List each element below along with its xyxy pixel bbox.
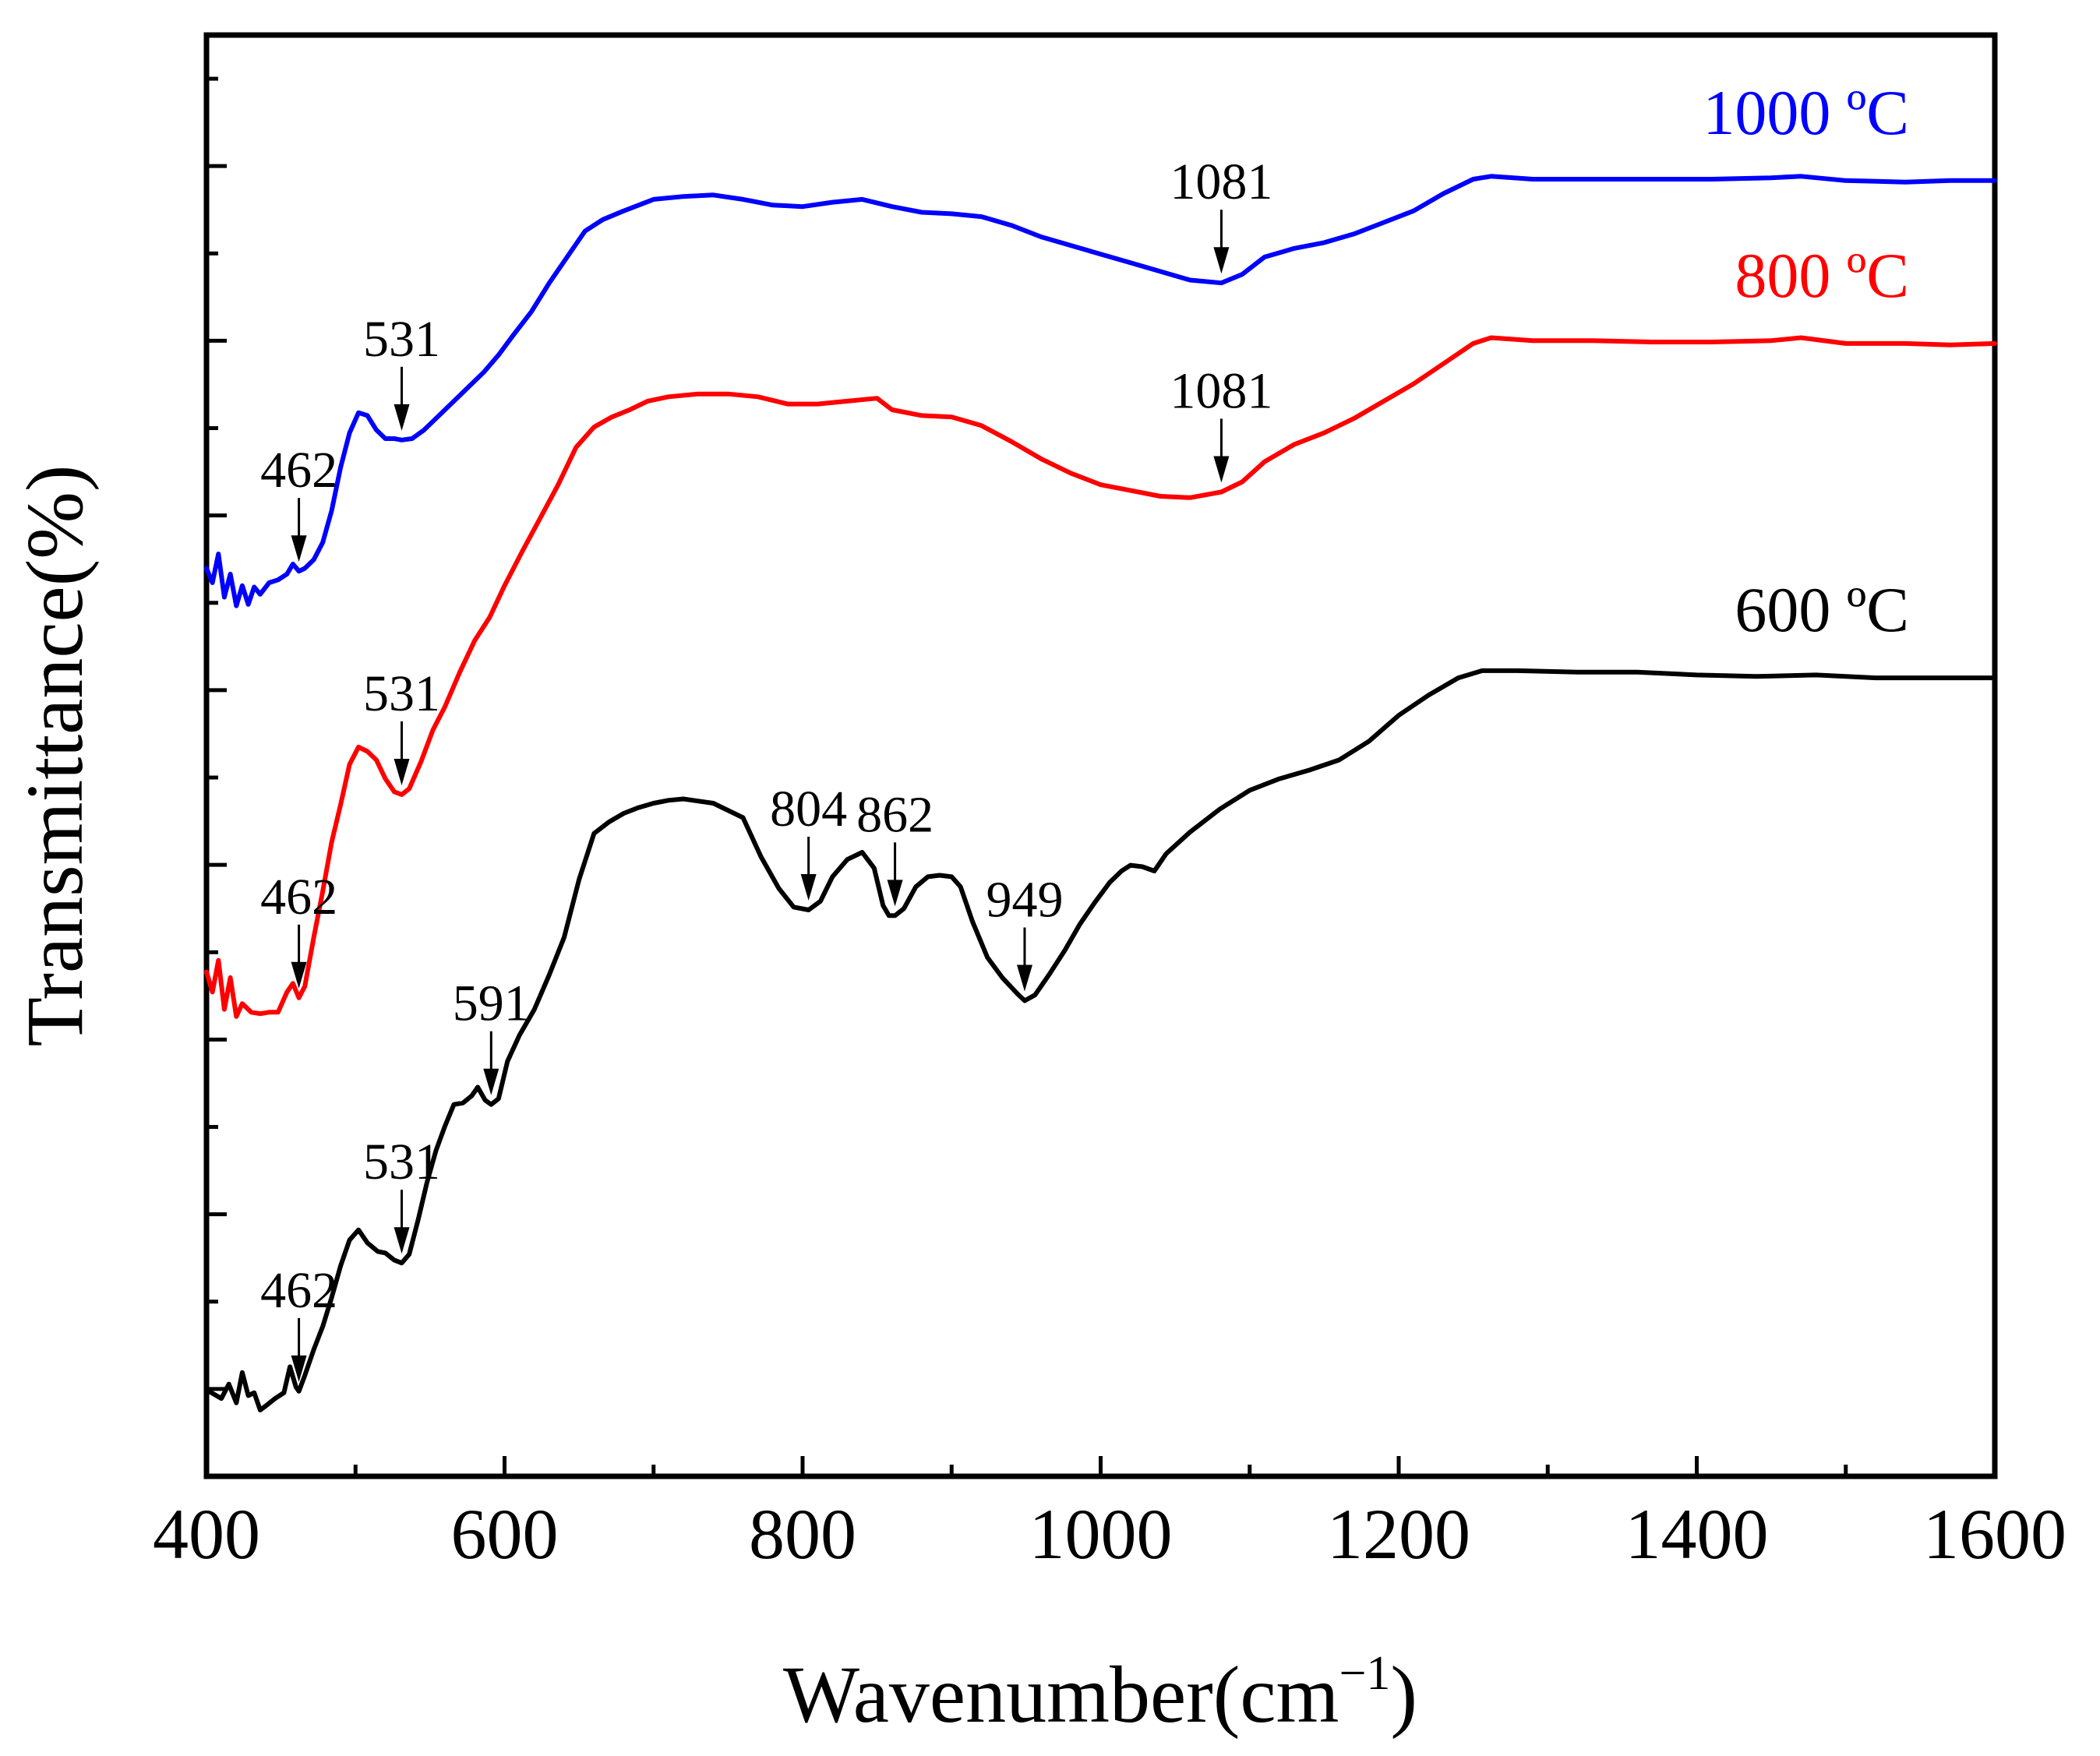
plot-area [203,32,1998,1479]
peak-label: 531 [363,311,440,368]
series-line-1 [204,335,1997,1019]
x-axis-title-close: ) [1390,1650,1417,1740]
annotation-arrow-head [291,1355,307,1382]
peak-label: 862 [856,786,934,843]
x-axis-tick-labels: 400 600 800 1000 1200 1400 1600 [153,1494,2066,1574]
x-axis-title-superscript: −1 [1339,1647,1390,1700]
peak-label: 1081 [1170,362,1272,419]
x-tick-label: 1400 [1625,1494,1769,1574]
y-axis-ticks [206,76,227,1479]
annotation-arrow-head [800,873,817,901]
peak-label: 462 [260,442,337,499]
peak-label: 531 [363,1134,440,1190]
series-labels: 600 ºC 800 ºC 1000 ºC [1703,77,1909,645]
series-lines [204,174,1997,1412]
peak-label: 804 [770,781,847,837]
x-axis-title-text: Wavenumber(cm [783,1650,1339,1740]
peak-label: 1081 [1170,153,1272,210]
x-tick-label: 600 [451,1494,559,1574]
x-tick-label: 400 [153,1494,260,1574]
annotation-arrow-head [1213,456,1230,483]
peak-label: 949 [986,872,1063,929]
annotation-arrow-head [394,404,410,431]
series-label-0: 600 ºC [1735,574,1909,645]
series-line-2 [204,174,1997,608]
peak-label: 462 [260,869,337,926]
peak-label: 531 [363,665,440,722]
annotation-arrow-head [483,1068,499,1095]
annotation-arrow-head [394,758,410,785]
annotation-arrow-head [1016,964,1032,992]
series-label-2: 1000 ºC [1703,77,1909,148]
peak-annotations: 462 531 591 804 862 949 462 531 1081 462 531 1081 [260,153,1272,1382]
peak-label: 591 [453,975,530,1032]
annotation-arrow-head [291,961,307,989]
y-axis-title: Transmittance(%) [10,464,100,1046]
x-tick-label: 1200 [1327,1494,1470,1574]
x-tick-label: 800 [749,1494,856,1574]
x-axis-title: Wavenumber(cm−1) [783,1647,1417,1740]
annotation-arrow-head [394,1227,410,1254]
x-axis-ticks [204,1456,1997,1476]
peak-label: 462 [260,1262,337,1319]
series-line-0 [204,668,1997,1412]
x-tick-label: 1600 [1923,1494,2066,1574]
annotation-arrow-head [887,880,903,907]
x-tick-label: 1000 [1029,1494,1173,1574]
series-label-1: 800 ºC [1735,240,1909,311]
annotation-arrow-head [1213,247,1230,274]
annotation-arrow-head [291,535,307,562]
